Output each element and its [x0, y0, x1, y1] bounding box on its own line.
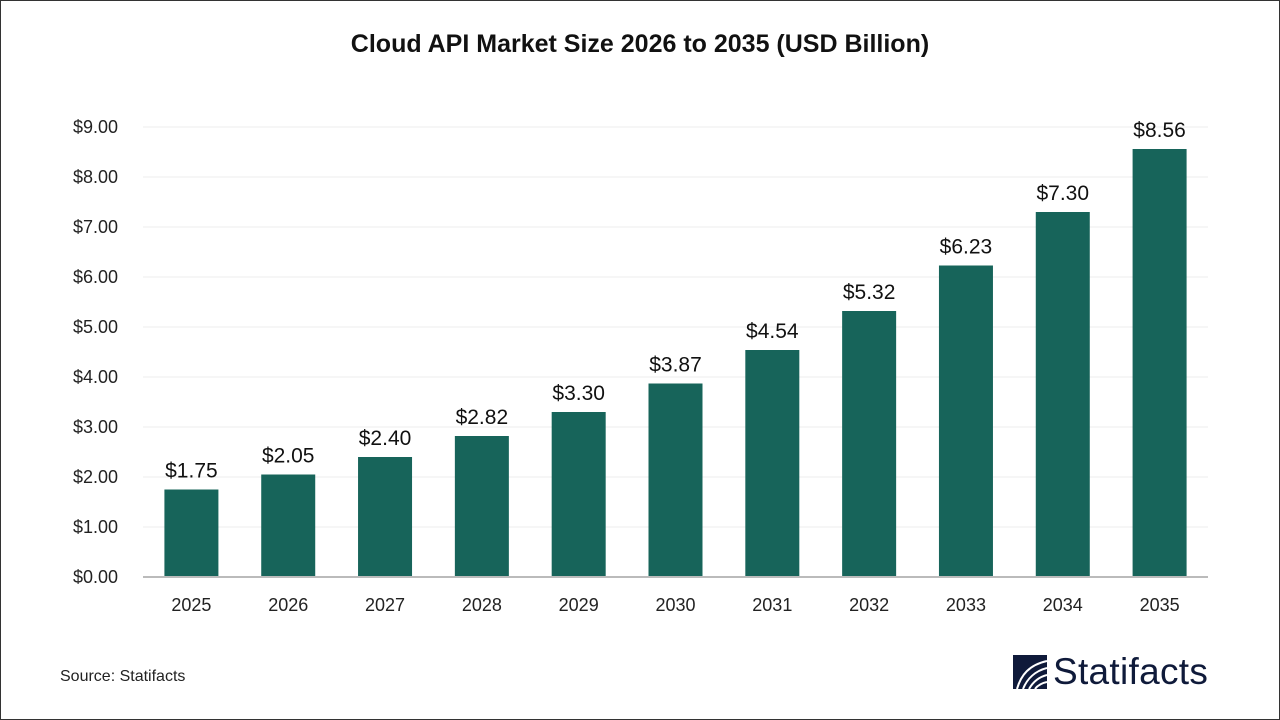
- x-tick-label: 2032: [849, 595, 889, 615]
- bar: [551, 412, 606, 577]
- bar: [358, 457, 413, 577]
- bar: [1035, 212, 1090, 577]
- x-tick-label: 2025: [171, 595, 211, 615]
- bar: [842, 311, 897, 577]
- bar: [745, 350, 800, 577]
- bar: [164, 489, 219, 577]
- data-label: $8.56: [1133, 119, 1186, 142]
- logo-text: Statifacts: [1053, 651, 1209, 692]
- x-tick-label: 2026: [268, 595, 308, 615]
- x-tick-label: 2035: [1140, 595, 1180, 615]
- bar: [454, 436, 509, 577]
- y-tick-label: $1.00: [73, 517, 118, 537]
- data-label: $4.54: [746, 320, 799, 343]
- data-label: $2.82: [456, 406, 509, 429]
- data-label: $1.75: [165, 460, 218, 483]
- bar: [938, 265, 993, 577]
- x-tick-label: 2029: [559, 595, 599, 615]
- data-label: $2.40: [359, 427, 412, 450]
- x-tick-label: 2034: [1043, 595, 1083, 615]
- y-tick-label: $7.00: [73, 217, 118, 237]
- bar: [648, 383, 703, 577]
- x-tick-label: 2028: [462, 595, 502, 615]
- data-label: $3.87: [649, 354, 702, 377]
- data-label: $3.30: [552, 382, 605, 405]
- x-tick-label: 2033: [946, 595, 986, 615]
- y-tick-label: $9.00: [73, 117, 118, 137]
- bar: [261, 474, 316, 577]
- source-note: Source: Statifacts: [60, 668, 186, 685]
- data-label: $5.32: [843, 281, 896, 304]
- y-tick-label: $6.00: [73, 267, 118, 287]
- x-tick-label: 2031: [752, 595, 792, 615]
- chart-title: Cloud API Market Size 2026 to 2035 (USD …: [350, 30, 930, 58]
- y-tick-label: $2.00: [73, 467, 118, 487]
- data-label: $2.05: [262, 445, 315, 468]
- data-label: $6.23: [940, 236, 993, 259]
- y-tick-label: $0.00: [73, 567, 118, 587]
- y-tick-label: $8.00: [73, 167, 118, 187]
- x-tick-label: 2030: [655, 595, 695, 615]
- statifacts-logo: Statifacts: [1013, 651, 1208, 693]
- y-tick-label: $4.00: [73, 367, 118, 387]
- statifacts-logo-icon: [1013, 655, 1047, 689]
- x-tick-label: 2027: [365, 595, 405, 615]
- y-tick-label: $5.00: [73, 317, 118, 337]
- y-tick-label: $3.00: [73, 417, 118, 437]
- bar: [1132, 149, 1187, 577]
- data-label: $7.30: [1036, 182, 1089, 205]
